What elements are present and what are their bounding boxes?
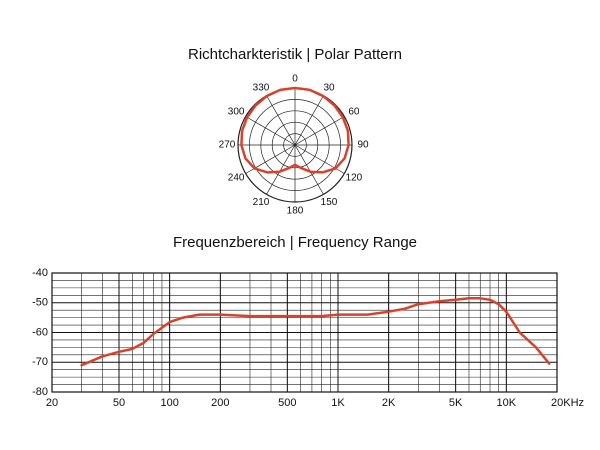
angle-label: 120 <box>346 173 363 184</box>
x-tick-label: 500 <box>278 397 296 409</box>
angle-label: 300 <box>228 107 245 118</box>
angle-label: 270 <box>219 140 236 151</box>
plot-frame <box>51 272 558 393</box>
x-tick-label: 20 <box>46 397 58 409</box>
grid-spoke <box>266 144 296 195</box>
grid-spoke <box>245 116 296 146</box>
response-curve <box>80 297 551 367</box>
grid-spoke <box>294 144 324 195</box>
angle-label: 60 <box>348 107 360 118</box>
x-tick-label: 200 <box>211 397 229 409</box>
angle-label: 150 <box>321 197 338 208</box>
angle-label: 210 <box>253 197 270 208</box>
y-tick-label: -60 <box>32 326 48 338</box>
y-tick-label: -50 <box>32 297 48 309</box>
y-tick-label: -40 <box>32 267 48 279</box>
y-tick-label: -80 <box>32 386 48 398</box>
x-tick-label: 10K <box>497 397 517 409</box>
x-tick-label: 100 <box>160 397 178 409</box>
angle-label: 330 <box>253 82 270 93</box>
x-tick-label: 5K <box>449 397 463 409</box>
polar-curve <box>240 86 350 174</box>
chart-title: Richtcharkteristik | Polar Pattern <box>188 46 402 63</box>
chart-title: Frequenzbereich | Frequency Range <box>173 234 417 251</box>
angle-label: 90 <box>357 140 369 151</box>
x-tick-label: 1K <box>331 397 345 409</box>
grid-spoke <box>294 116 345 146</box>
x-tick-label: 2K <box>382 397 396 409</box>
x-tick-label: 50 <box>113 397 125 409</box>
angle-label: 240 <box>228 173 245 184</box>
grid-spoke <box>294 95 324 146</box>
angle-label: 0 <box>292 74 298 85</box>
grid-spoke <box>266 95 296 146</box>
angle-label: 30 <box>323 82 335 93</box>
y-tick-label: -70 <box>32 356 48 368</box>
angle-label: 180 <box>287 206 304 217</box>
x-tick-label: 20KHz <box>551 397 584 409</box>
